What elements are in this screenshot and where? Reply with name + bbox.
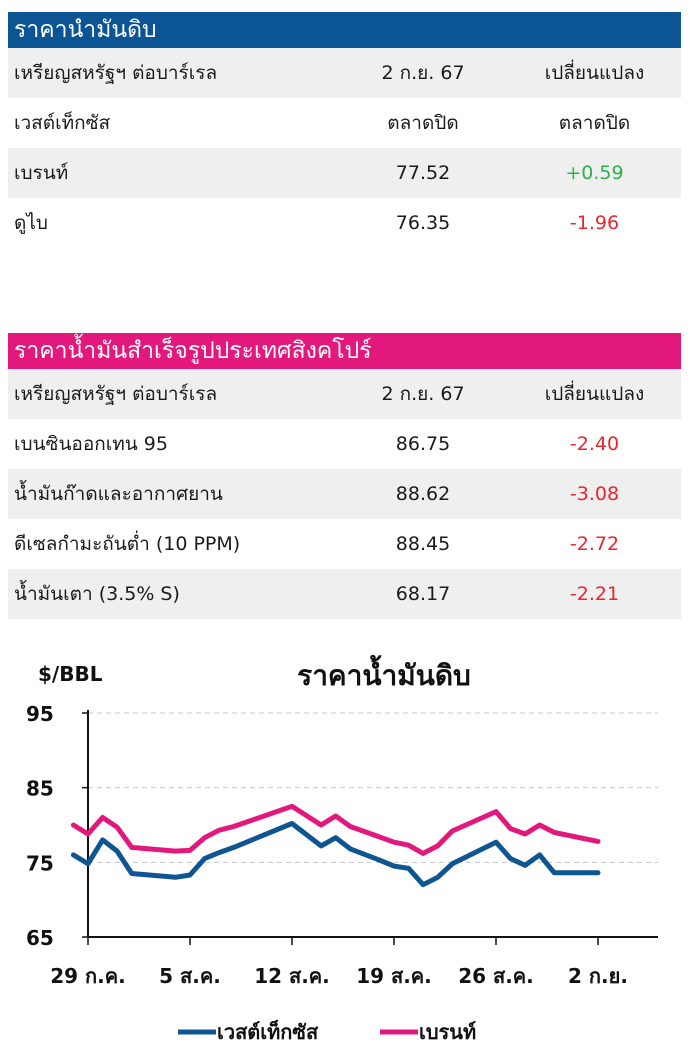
crude-row: ดูไบ 76.35 -1.96 <box>8 198 681 248</box>
crude-row-price: 76.35 <box>395 212 451 234</box>
singapore-row-name: น้ำมันเตา (3.5% S) <box>14 583 180 605</box>
singapore-date-label: 2 ก.ย. 67 <box>381 383 465 405</box>
legend-label-wti: เวสต์เท็กซัส <box>217 1019 319 1044</box>
singapore-unit-label: เหรียญสหรัฐฯ ต่อบาร์เรล <box>14 383 218 405</box>
crude-row-change: +0.59 <box>565 162 624 184</box>
y-tick-label: 75 <box>26 851 54 875</box>
singapore-row-change: -3.08 <box>569 483 620 505</box>
crude-date-label: 2 ก.ย. 67 <box>381 62 465 84</box>
singapore-row-change: -2.21 <box>569 583 620 605</box>
singapore-panel: ราคาน้ำมันสำเร็จรูปประเทศสิงคโปร์ เหรียญ… <box>8 333 681 619</box>
brent-line <box>70 803 601 856</box>
singapore-row: ดีเซลกำมะถันต่ำ (10 PPM) 88.45 -2.72 <box>8 519 681 569</box>
crude-row-price: 77.52 <box>395 162 451 184</box>
wti-line <box>70 821 601 888</box>
singapore-row-price: 68.17 <box>395 583 451 605</box>
singapore-header-row: เหรียญสหรัฐฯ ต่อบาร์เรล 2 ก.ย. 67 เปลี่ย… <box>8 369 681 419</box>
singapore-row-price: 86.75 <box>395 433 451 455</box>
singapore-row: น้ำมันเตา (3.5% S) 68.17 -2.21 <box>8 569 681 619</box>
singapore-row-name: เบนซินออกเทน 95 <box>14 433 168 455</box>
crude-row-price: ตลาดปิด <box>387 112 459 134</box>
crude-row-name: เบรนท์ <box>14 162 69 184</box>
x-tick-label: 5 ส.ค. <box>159 964 221 988</box>
y-tick-label: 85 <box>26 777 54 801</box>
chart-legend: เวสต์เท็กซัส เบรนท์ <box>178 1019 476 1044</box>
singapore-row-name: ดีเซลกำมะถันต่ำ (10 PPM) <box>14 533 241 555</box>
crude-row: เบรนท์ 77.52 +0.59 <box>8 148 681 198</box>
crude-header-row: เหรียญสหรัฐฯ ต่อบาร์เรล 2 ก.ย. 67 เปลี่ย… <box>8 48 681 98</box>
singapore-change-label: เปลี่ยนแปลง <box>544 383 645 405</box>
singapore-row-change: -2.72 <box>569 533 620 555</box>
x-tick-label: 12 ส.ค. <box>254 964 330 988</box>
crude-panel-title: ราคานํามันดิบ <box>8 12 681 48</box>
chart-title: ราคาน้ำมันดิบ <box>297 654 471 692</box>
crude-row: เวสต์เท็กซัส ตลาดปิด ตลาดปิด <box>8 98 681 148</box>
singapore-row-name: น้ำมันก๊าดและอากาศยาน <box>14 483 223 505</box>
x-tick-label: 19 ส.ค. <box>356 964 432 988</box>
chart-ylabel: $/BBL <box>38 662 103 686</box>
x-tick-label: 2 ก.ย. <box>568 964 628 988</box>
singapore-row: น้ำมันก๊าดและอากาศยาน 88.62 -3.08 <box>8 469 681 519</box>
legend-label-brent: เบรนท์ <box>419 1020 476 1044</box>
crude-change-label: เปลี่ยนแปลง <box>544 62 645 84</box>
crude-price-chart: $/BBL ราคาน้ำมันดิบ 65 75 85 95 29 ก.ค. 5 ส.ค… <box>26 654 658 1044</box>
singapore-row: เบนซินออกเทน 95 86.75 -2.40 <box>8 419 681 469</box>
crude-row-name: เวสต์เท็กซัส <box>14 112 111 134</box>
singapore-panel-title: ราคาน้ำมันสำเร็จรูปประเทศสิงคโปร์ <box>8 333 681 369</box>
crude-panel: ราคานํามันดิบ เหรียญสหรัฐฯ ต่อบาร์เรล 2 … <box>8 12 681 248</box>
x-tick-label: 26 ส.ค. <box>458 964 534 988</box>
x-tick-label: 29 ก.ค. <box>50 964 125 988</box>
crude-row-change: ตลาดปิด <box>558 112 631 134</box>
y-tick-label: 65 <box>26 926 54 950</box>
crude-unit-label: เหรียญสหรัฐฯ ต่อบาร์เรล <box>14 62 218 84</box>
crude-row-name: ดูไบ <box>14 212 48 234</box>
crude-row-change: -1.96 <box>569 212 620 234</box>
singapore-row-price: 88.62 <box>395 483 451 505</box>
singapore-row-price: 88.45 <box>395 533 451 555</box>
y-tick-label: 95 <box>26 702 54 726</box>
singapore-row-change: -2.40 <box>569 433 620 455</box>
